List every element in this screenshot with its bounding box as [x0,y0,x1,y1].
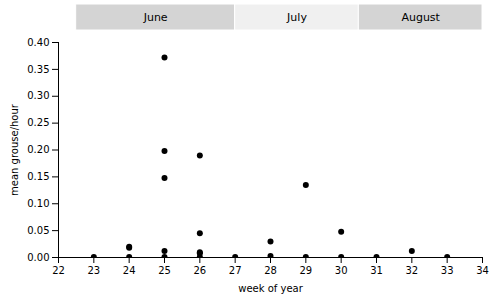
svg-text:0.15: 0.15 [27,171,49,182]
svg-text:0.00: 0.00 [27,252,49,263]
svg-text:0.05: 0.05 [27,225,49,236]
svg-text:28: 28 [264,265,277,276]
svg-text:29: 29 [299,265,312,276]
svg-text:27: 27 [229,265,242,276]
svg-text:0.35: 0.35 [27,64,49,75]
svg-text:0.10: 0.10 [27,198,49,209]
svg-text:30: 30 [335,265,348,276]
svg-text:23: 23 [87,265,100,276]
svg-text:0.30: 0.30 [27,90,49,101]
svg-text:week of year: week of year [238,283,303,294]
svg-text:22: 22 [52,265,65,276]
svg-text:mean grouse/hour: mean grouse/hour [9,103,20,196]
svg-text:25: 25 [158,265,171,276]
svg-text:July: July [286,11,307,24]
svg-text:24: 24 [123,265,136,276]
svg-text:0.25: 0.25 [27,117,49,128]
svg-text:34: 34 [476,265,489,276]
svg-text:0.20: 0.20 [27,144,49,155]
svg-text:August: August [401,11,440,24]
svg-text:0.40: 0.40 [27,37,49,48]
svg-text:32: 32 [405,265,418,276]
svg-text:June: June [143,11,168,24]
svg-text:33: 33 [441,265,454,276]
svg-text:26: 26 [193,265,206,276]
svg-text:31: 31 [370,265,383,276]
